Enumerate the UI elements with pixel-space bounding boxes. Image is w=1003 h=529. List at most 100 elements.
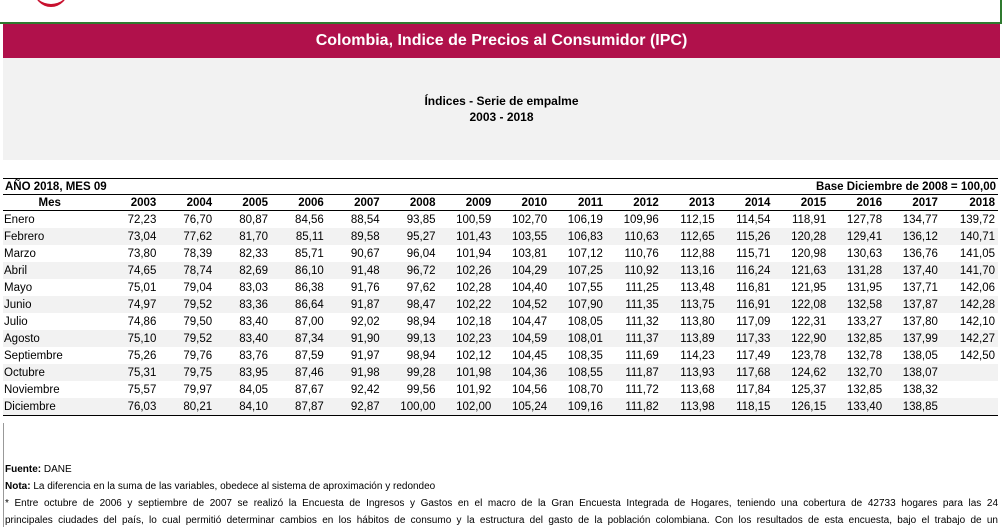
index-value-cell: 107,55 bbox=[567, 281, 603, 294]
index-value-cell: 106,19 bbox=[567, 213, 603, 226]
index-value-cell: 98,47 bbox=[382, 296, 439, 313]
index-value-cell: 141,05 bbox=[959, 247, 995, 260]
index-value-cell: 113,89 bbox=[661, 330, 718, 347]
month-cell: Octubre bbox=[3, 364, 100, 381]
index-value-cell: 102,12 bbox=[456, 349, 492, 362]
index-value-cell: 131,28 bbox=[829, 262, 886, 279]
index-value-cell: 92,02 bbox=[350, 315, 380, 328]
month-cell: Abril bbox=[3, 262, 100, 279]
index-value-cell: 85,71 bbox=[295, 247, 324, 260]
index-value-cell: 79,50 bbox=[183, 315, 213, 328]
table-row: Agosto 75,10 79,52 83,40 87,34 91,90 99,13 102,… bbox=[3, 330, 998, 347]
index-value-cell: 87,34 bbox=[271, 330, 327, 347]
index-value-cell: 103,55 bbox=[494, 228, 551, 245]
index-value-cell: 107,90 bbox=[550, 296, 606, 313]
index-value-cell: 133,27 bbox=[846, 315, 883, 328]
index-value-cell: 75,10 bbox=[99, 330, 160, 347]
index-value-cell: 116,24 bbox=[717, 262, 774, 279]
index-value-cell: 104,40 bbox=[511, 281, 548, 294]
index-value-cell: 91,76 bbox=[350, 281, 380, 294]
table-header: Mes 2003 2004 2005 2006 2007 2008 2009 2010 2011 2… bbox=[3, 194, 998, 211]
column-header-year: 2014 bbox=[717, 194, 774, 211]
column-header-year: 2011 bbox=[550, 194, 606, 211]
month-cell: Septiembre bbox=[4, 349, 63, 362]
index-value-cell: 113,75 bbox=[661, 296, 718, 313]
index-value-cell: 107,12 bbox=[567, 247, 603, 260]
index-value-cell: 129,41 bbox=[829, 228, 886, 245]
index-value-cell: 138,05 bbox=[902, 349, 938, 362]
index-value-cell: 132,58 bbox=[829, 296, 886, 313]
index-value-cell: 111,82 bbox=[605, 398, 662, 416]
index-value-cell: 84,10 bbox=[215, 398, 271, 416]
index-value-cell: 79,04 bbox=[183, 281, 213, 294]
page-title-text: Colombia, Indice de Precios al Consumido… bbox=[315, 32, 688, 49]
index-value-cell: 78,74 bbox=[159, 262, 216, 279]
index-value-cell: 72,23 bbox=[127, 213, 157, 226]
table-row: Marzo 73,80 78,39 82,33 85,71 90,67 96,04 101,9… bbox=[3, 245, 998, 262]
index-value-cell: 109,96 bbox=[623, 213, 659, 226]
index-value-cell bbox=[940, 398, 998, 416]
index-value-cell: 115,71 bbox=[736, 247, 771, 260]
table-row: Noviembre 75,57 79,97 84,05 87,67 92,42 99,56 1… bbox=[3, 381, 998, 398]
index-value-cell: 98,94 bbox=[406, 315, 436, 328]
index-value-cell: 110,92 bbox=[605, 262, 662, 279]
month-cell: Marzo bbox=[4, 247, 36, 260]
index-value-cell: 101,98 bbox=[438, 364, 495, 381]
index-value-cell: 84,05 bbox=[239, 383, 268, 396]
index-value-cell: 142,10 bbox=[959, 315, 995, 328]
column-header-year: 2006 bbox=[271, 194, 327, 211]
index-value-cell: 114,54 bbox=[736, 213, 771, 226]
index-value-cell: 113,48 bbox=[680, 281, 715, 294]
month-cell: Agosto bbox=[3, 330, 100, 347]
index-value-cell: 87,46 bbox=[271, 364, 327, 381]
index-value-cell: 102,28 bbox=[456, 281, 492, 294]
index-value-cell: 97,62 bbox=[406, 281, 436, 294]
note-line: Nota: La diferencia en la suma de las va… bbox=[5, 478, 998, 495]
index-value-cell: 132,85 bbox=[846, 383, 883, 396]
index-value-cell: 110,76 bbox=[624, 247, 659, 260]
column-header-year: 2012 bbox=[605, 194, 662, 211]
index-value-cell: 137,99 bbox=[885, 330, 941, 347]
month-cell: Febrero bbox=[3, 228, 100, 245]
source-text: DANE bbox=[41, 464, 72, 475]
index-value-cell: 96,04 bbox=[406, 247, 436, 260]
source-line: Fuente: DANE bbox=[5, 461, 998, 478]
index-value-cell: 113,80 bbox=[680, 315, 715, 328]
index-value-cell: 115,26 bbox=[717, 228, 774, 245]
index-value-cell: 113,98 bbox=[661, 398, 718, 416]
index-value-cell: 131,95 bbox=[846, 281, 883, 294]
index-value-cell: 101,92 bbox=[456, 383, 492, 396]
index-value-cell: 118,91 bbox=[791, 213, 827, 226]
index-value-cell: 88,54 bbox=[350, 213, 380, 226]
column-header-year: 2008 bbox=[382, 194, 439, 211]
index-value-cell: 138,85 bbox=[885, 398, 941, 416]
index-value-cell: 75,01 bbox=[127, 281, 157, 294]
index-value-cell bbox=[941, 381, 998, 398]
index-value-cell: 81,70 bbox=[215, 228, 271, 245]
note-text: La diferencia en la suma de las variable… bbox=[30, 481, 436, 492]
index-value-cell: 83,36 bbox=[215, 296, 271, 313]
index-value-cell: 111,69 bbox=[625, 349, 659, 362]
index-value-cell: 121,63 bbox=[773, 262, 830, 279]
page-title: Colombia, Indice de Precios al Consumido… bbox=[3, 24, 1000, 58]
index-value-cell: 117,84 bbox=[736, 383, 771, 396]
index-value-cell: 91,97 bbox=[350, 349, 380, 362]
index-value-cell bbox=[940, 364, 998, 381]
index-value-cell: 73,80 bbox=[127, 247, 157, 260]
index-value-cell: 117,33 bbox=[717, 330, 774, 347]
index-value-cell: 108,35 bbox=[567, 349, 603, 362]
index-value-cell: 91,48 bbox=[326, 262, 383, 279]
index-value-cell: 102,23 bbox=[438, 330, 495, 347]
column-header-year: 2009 bbox=[438, 194, 495, 211]
column-header-year: 2010 bbox=[494, 194, 551, 211]
index-value-cell: 102,18 bbox=[456, 315, 492, 328]
index-value-cell: 112,15 bbox=[680, 213, 715, 226]
index-value-cell: 89,58 bbox=[326, 228, 383, 245]
index-value-cell: 83,40 bbox=[239, 315, 268, 328]
index-value-cell: 104,47 bbox=[511, 315, 548, 328]
index-value-cell: 116,91 bbox=[717, 296, 774, 313]
index-value-cell: 83,03 bbox=[239, 281, 268, 294]
column-header-year: 2005 bbox=[215, 194, 271, 211]
index-value-cell: 138,32 bbox=[902, 383, 938, 396]
index-value-cell: 113,68 bbox=[680, 383, 715, 396]
